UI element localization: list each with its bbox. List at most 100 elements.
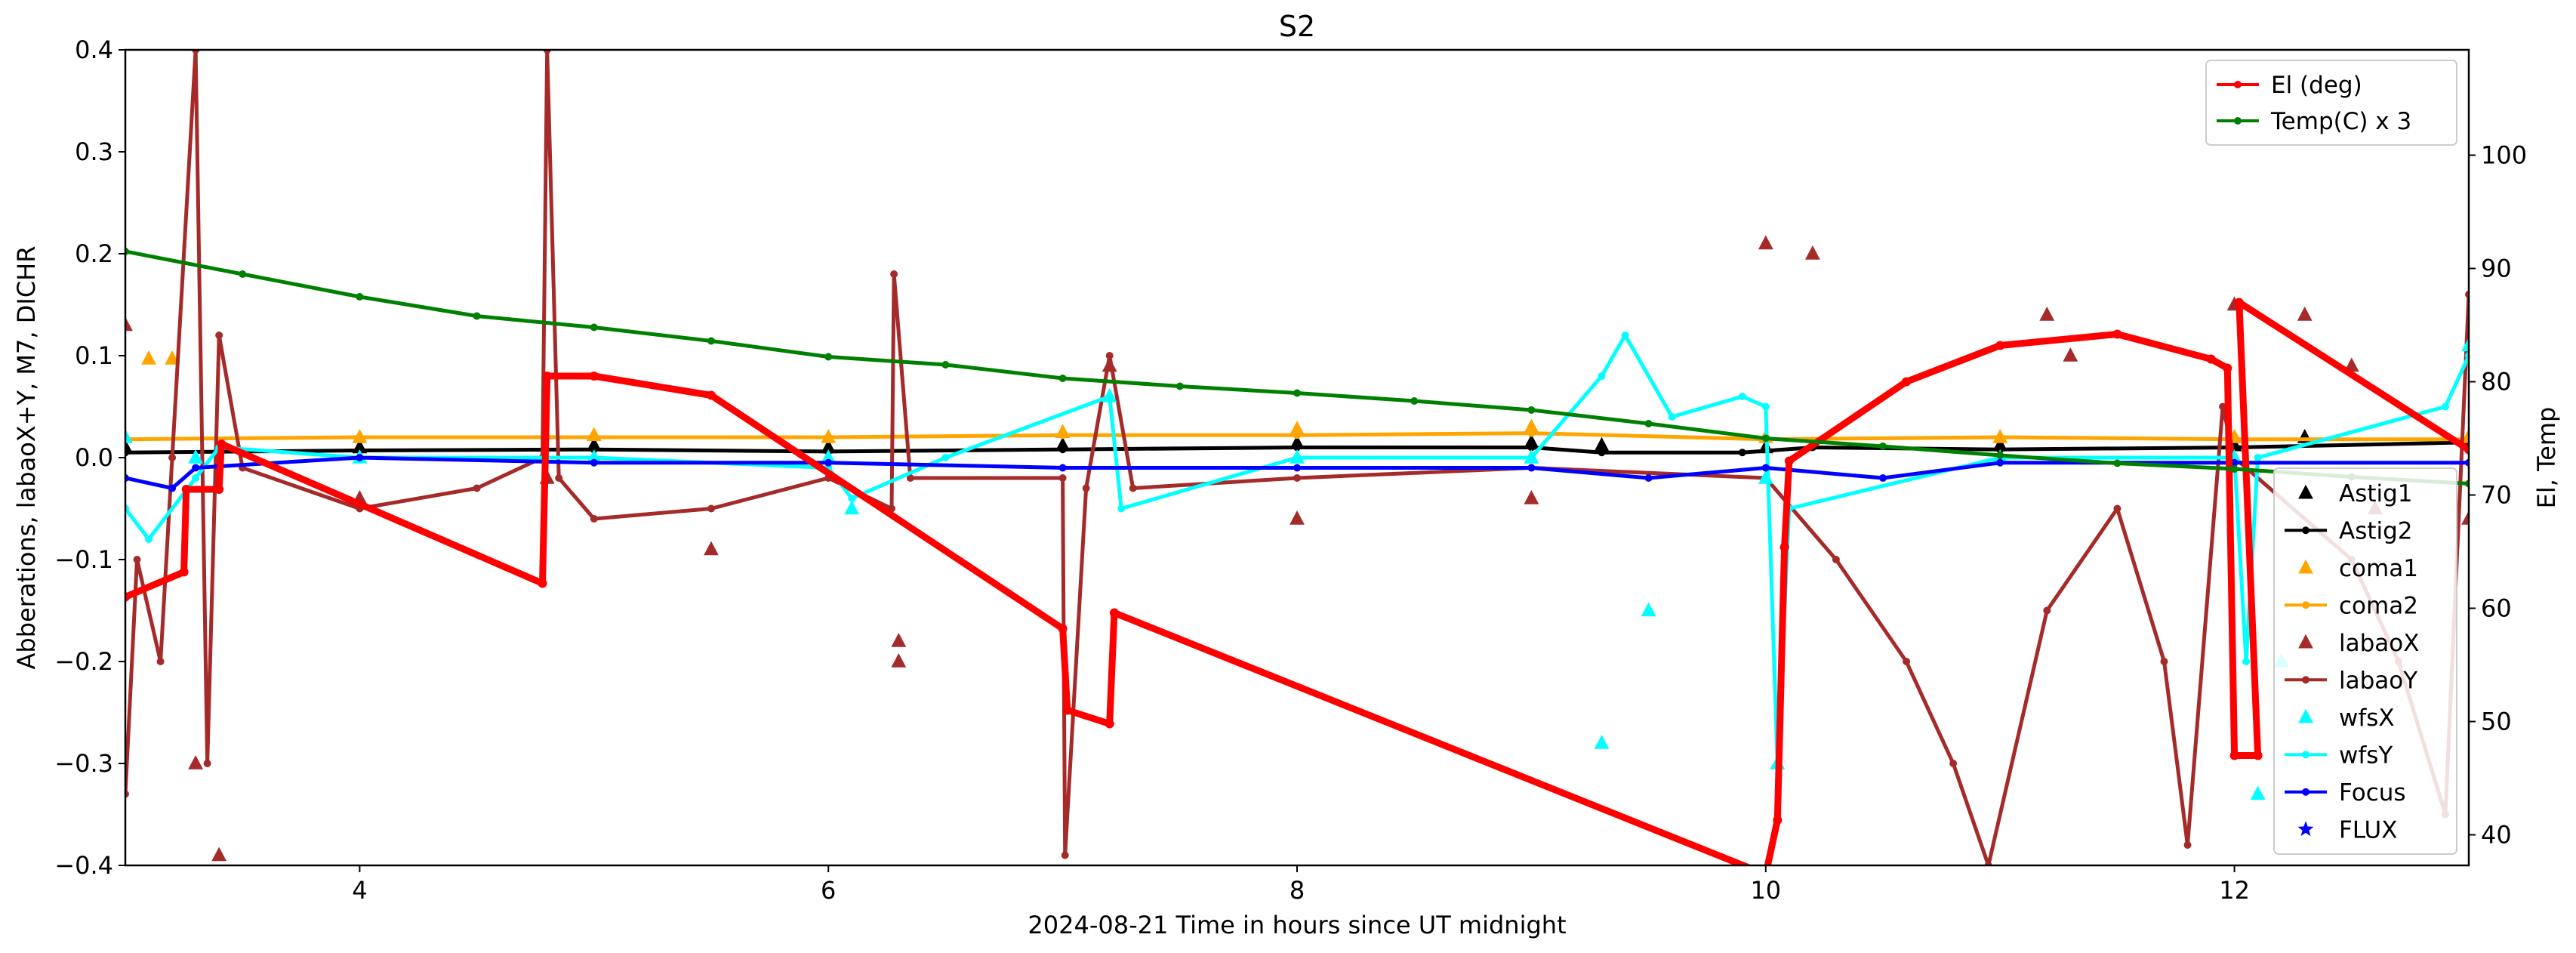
data-point xyxy=(2461,510,2469,525)
data-point xyxy=(2206,354,2216,364)
x-tick-label: 4 xyxy=(352,876,367,905)
y2-tick-label: 70 xyxy=(2481,481,2512,510)
data-point xyxy=(824,353,833,361)
data-point xyxy=(1293,389,1301,397)
data-point xyxy=(2242,658,2251,665)
data-point xyxy=(1644,420,1653,427)
data-point xyxy=(2441,402,2449,411)
data-point xyxy=(2254,454,2262,461)
data-point xyxy=(1784,456,1794,466)
legend-box xyxy=(2273,467,2457,855)
y-tick-label: −0.4 xyxy=(54,851,113,880)
data-point xyxy=(824,458,833,467)
data-point xyxy=(1527,464,1536,472)
data-point xyxy=(1524,418,1539,433)
data-point xyxy=(1058,474,1067,482)
data-point xyxy=(2043,606,2051,615)
data-point xyxy=(1761,464,1770,472)
data-point xyxy=(1105,393,1114,400)
data-point xyxy=(1879,443,1887,450)
data-point xyxy=(192,474,200,482)
data-point xyxy=(1058,446,1067,454)
data-point xyxy=(2113,504,2122,513)
legend-swatch-dot xyxy=(2302,751,2309,759)
data-point xyxy=(2183,841,2192,849)
legend-label: Astig1 xyxy=(2339,480,2413,507)
x-axis-label: 2024-08-21 Time in hours since UT midnig… xyxy=(1028,911,1566,939)
data-point xyxy=(1176,382,1184,390)
data-point xyxy=(1524,433,1539,449)
data-point xyxy=(590,323,598,332)
data-point xyxy=(1527,443,1536,452)
data-point xyxy=(707,390,716,400)
data-point xyxy=(2464,445,2469,455)
data-point xyxy=(1641,602,1656,617)
data-point xyxy=(217,439,226,449)
y2-tick-label: 60 xyxy=(2481,594,2512,623)
data-point xyxy=(590,433,598,441)
data-point xyxy=(1293,464,1301,472)
data-point xyxy=(2160,658,2168,665)
data-point xyxy=(1058,375,1067,382)
legend-swatch-triangle xyxy=(2298,484,2313,499)
data-point xyxy=(1995,341,2005,350)
y-tick-label: 0.2 xyxy=(75,239,113,268)
data-point xyxy=(2250,785,2266,800)
data-point xyxy=(168,484,177,492)
x-tick-label: 12 xyxy=(2219,876,2250,905)
y2-tick-label: 50 xyxy=(2481,708,2512,736)
legend-item: Astig1 xyxy=(2298,480,2413,507)
data-point xyxy=(891,633,907,647)
data-point xyxy=(215,332,223,339)
data-point xyxy=(1644,474,1653,482)
data-point xyxy=(125,429,133,443)
legend-swatch-dot xyxy=(2302,788,2309,796)
data-point xyxy=(473,484,481,492)
legend-swatch-triangle xyxy=(2298,708,2313,723)
legend-item: labaoY xyxy=(2285,667,2417,694)
data-point xyxy=(1062,705,1072,715)
legend-item: coma1 xyxy=(2298,555,2418,582)
data-point xyxy=(891,653,907,668)
data-point xyxy=(1527,429,1536,437)
data-point xyxy=(1738,449,1746,457)
data-point xyxy=(707,504,715,513)
data-point xyxy=(821,449,837,464)
y2-tick-label: 100 xyxy=(2481,141,2527,170)
legend-item: Temp(C) x 3 xyxy=(2217,108,2411,135)
data-point xyxy=(1949,760,1958,767)
data-point xyxy=(1668,413,1676,421)
data-point xyxy=(214,485,224,494)
data-point xyxy=(181,485,191,494)
data-point xyxy=(1293,431,1301,439)
y-tick-label: 0.1 xyxy=(75,341,113,370)
legend-swatch-triangle xyxy=(2298,634,2313,649)
data-point xyxy=(141,350,156,365)
data-point xyxy=(1773,816,1783,825)
data-point xyxy=(1738,393,1746,400)
data-point xyxy=(179,567,189,577)
data-point xyxy=(941,454,950,461)
data-point xyxy=(1524,490,1539,504)
data-point xyxy=(1902,377,1912,387)
data-point xyxy=(1290,421,1305,435)
data-point xyxy=(1058,431,1067,439)
y-tick-label: 0.3 xyxy=(75,137,113,166)
data-point xyxy=(1410,397,1419,405)
data-point xyxy=(2112,329,2122,339)
chart-title: S2 xyxy=(1279,10,1315,43)
data-point xyxy=(1058,464,1067,472)
legend-label: wfsX xyxy=(2339,705,2395,732)
x-axis: 4 6 8 10 12 xyxy=(352,865,2250,905)
data-point xyxy=(1058,624,1068,634)
data-point xyxy=(555,474,563,482)
y-axis-label: Abberations, labaoX+Y, M7, DICHR xyxy=(12,246,41,670)
legend-item: wfsX xyxy=(2298,705,2395,732)
y-tick-label: 0.0 xyxy=(75,443,113,472)
data-point xyxy=(1293,474,1301,482)
y2-axis-label: El, Temp xyxy=(2532,407,2561,509)
data-point xyxy=(211,847,227,862)
data-point xyxy=(1594,735,1610,749)
data-point xyxy=(356,293,364,301)
